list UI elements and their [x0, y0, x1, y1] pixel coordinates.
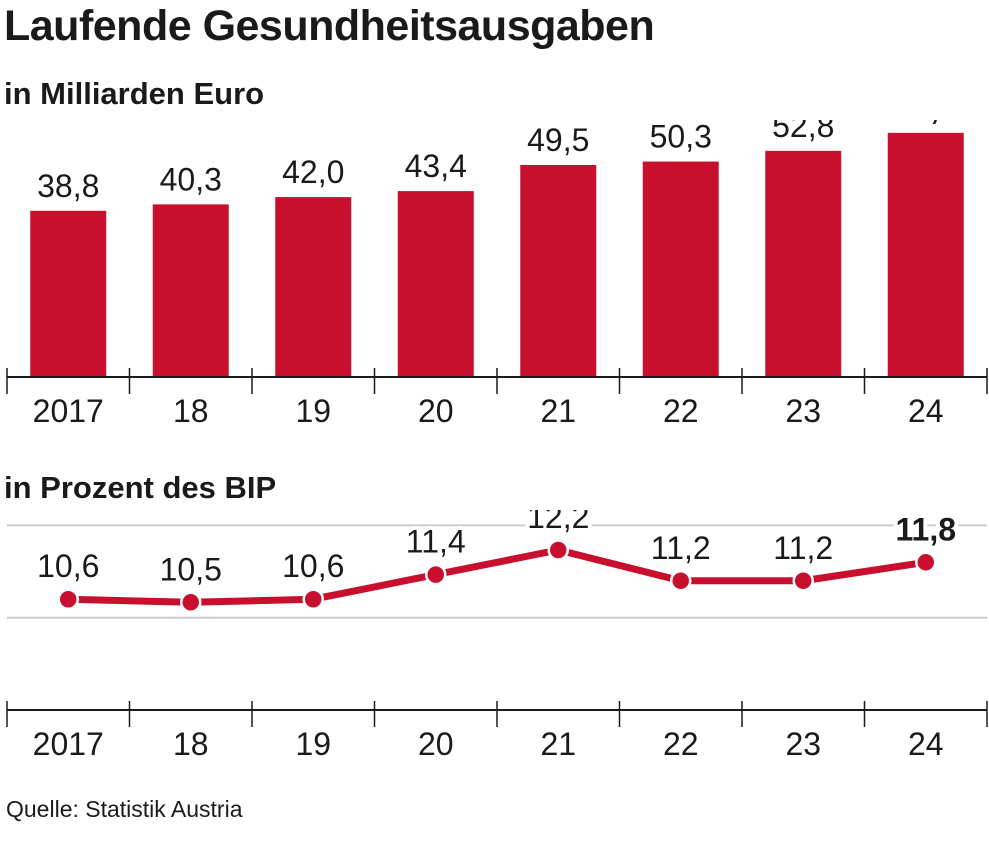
line-point [302, 588, 324, 610]
x-tick-label: 18 [173, 393, 209, 429]
line-data-label: 10,6 [282, 548, 344, 584]
bar-data-label: 50,3 [650, 120, 712, 155]
x-tick-label: 2017 [33, 393, 104, 429]
line-point [792, 570, 814, 592]
bar-data-label: 57,0 [895, 120, 957, 126]
bar-chart-subtitle: in Milliarden Euro [4, 76, 265, 111]
line-data-label: 11,2 [773, 530, 833, 566]
x-tick-label: 23 [785, 393, 821, 429]
line-point [57, 588, 79, 610]
x-tick-label: 19 [295, 393, 331, 429]
bar-data-label: 38,8 [37, 168, 99, 204]
bar-data-label: 40,3 [160, 161, 222, 197]
bar-data-label: 52,8 [772, 120, 834, 144]
x-tick-label: 20 [418, 393, 454, 429]
bar-data-label: 42,0 [282, 154, 344, 190]
x-tick-label: 2017 [33, 726, 104, 762]
line-point [425, 563, 447, 586]
x-tick-label: 21 [540, 393, 576, 429]
x-tick-label: 23 [785, 726, 821, 762]
bar [30, 210, 107, 377]
bar-chart: 38,8 40,3 42,0 43,4 49,5 50,3 52,8 57,0 2017 18 19… [6, 120, 988, 429]
bar [275, 197, 352, 377]
line-data-label: 11,4 [406, 524, 466, 560]
x-tick-label: 24 [908, 393, 944, 429]
line-data-label: 12,2 [527, 510, 589, 535]
x-tick-label: 22 [663, 393, 699, 429]
x-tick-label: 19 [295, 726, 331, 762]
line-data-label: 10,5 [160, 551, 222, 587]
bar [887, 132, 964, 377]
x-tick-label: 20 [418, 726, 454, 762]
line-point [180, 591, 202, 614]
line-data-label: 10,6 [37, 548, 99, 584]
line-chart: 10,6 10,5 10,6 11,4 12,2 11,2 11,2 11,8 2017 18 19… [6, 510, 988, 762]
x-tick-label: 21 [540, 726, 576, 762]
bar-data-label: 49,5 [527, 122, 589, 158]
line-point [670, 570, 692, 592]
bar-data-label: 43,4 [405, 148, 467, 184]
source-note: Quelle: Statistik Austria [6, 796, 243, 822]
line-point [915, 551, 937, 574]
line-data-label: 11,8 [895, 511, 956, 547]
bar [765, 150, 842, 377]
line-data-label: 11,2 [651, 530, 711, 566]
bar [152, 204, 229, 377]
x-tick-label: 22 [663, 726, 699, 762]
bar [520, 164, 597, 377]
x-tick-label: 18 [173, 726, 209, 762]
x-tick-label: 24 [908, 726, 944, 762]
line-chart-subtitle: in Prozent des BIP [4, 470, 277, 505]
line-point [547, 539, 569, 561]
bar [397, 191, 474, 377]
bar [642, 161, 719, 377]
chart-title: Laufende Gesundheitsausgaben [4, 2, 655, 50]
line-series [64, 546, 930, 606]
